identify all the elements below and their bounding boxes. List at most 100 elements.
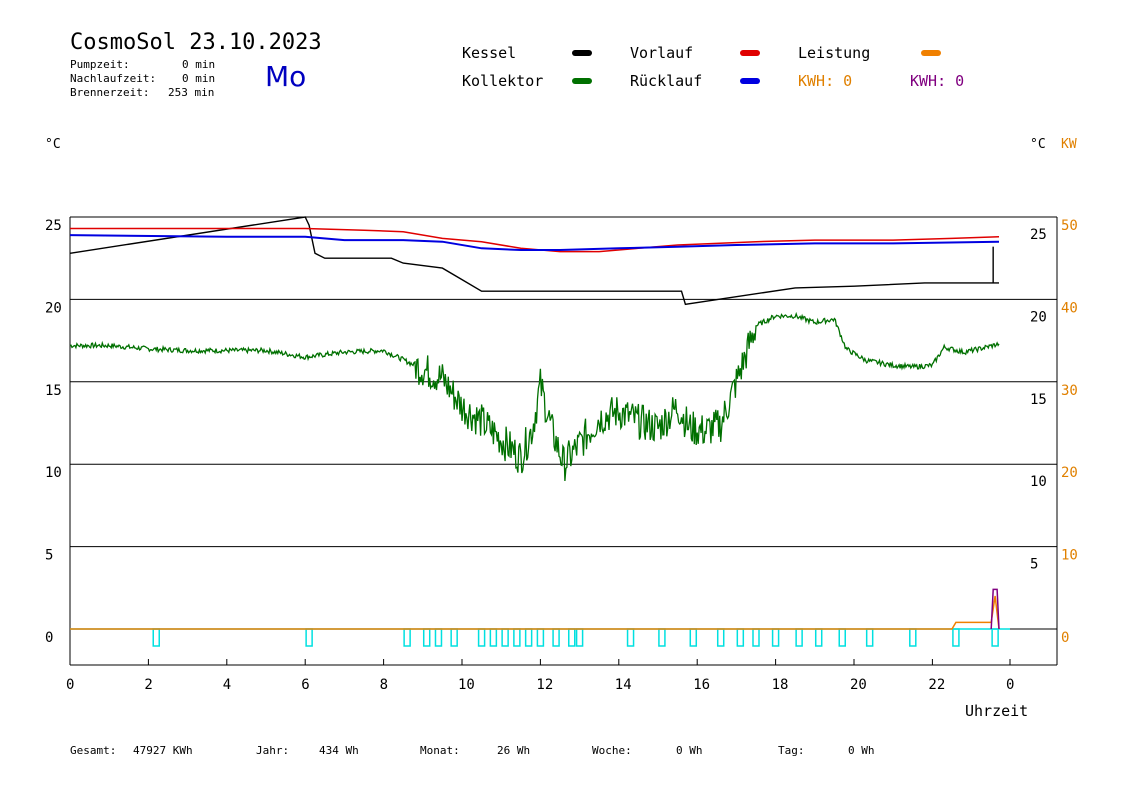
series-line-leistung: [70, 595, 1000, 630]
pump-pulse: [305, 628, 313, 647]
legend-kessel-label: Kessel: [462, 44, 517, 62]
left-tick-label: 25: [45, 218, 62, 234]
right-kw-tick-label: 30: [1061, 383, 1078, 399]
x-tick-label: 4: [223, 677, 231, 693]
legend-kessel-swatch: [572, 50, 592, 56]
legend-leistung-swatch: [921, 50, 941, 56]
left-tick-label: 15: [45, 383, 62, 399]
footer-tag-value: 0 Wh: [848, 744, 875, 757]
footer-monat-value: 26 Wh: [497, 744, 531, 757]
right-kw-tick-label: 50: [1061, 218, 1078, 234]
right-kw-tick-label: 40: [1061, 300, 1078, 316]
pump-pulse: [152, 628, 160, 647]
x-tick-label: 2: [144, 677, 152, 693]
legend-kollektor-label: Kollektor: [462, 72, 544, 90]
right-temp-tick-label: 15: [1030, 392, 1047, 408]
pump-pulse: [434, 628, 443, 647]
right-kw-tick-label: 10: [1061, 548, 1078, 564]
left-tick-label: 5: [45, 548, 53, 564]
pump-pulse: [795, 628, 803, 647]
x-tick-label: 22: [928, 677, 945, 693]
pump-pulse: [814, 628, 823, 647]
nachlaufzeit-label: Nachlaufzeit:: [70, 72, 157, 85]
legend-ruecklauf-label: Rücklauf: [630, 72, 703, 90]
right-temp-tick-label: 10: [1030, 474, 1047, 490]
pump-pulse: [752, 628, 760, 647]
legend-leistung-label: Leistung: [798, 44, 871, 62]
x-tick-label: 12: [536, 677, 553, 693]
x-tick-label: 8: [380, 677, 388, 693]
footer-jahr-label: Jahr:: [256, 744, 290, 757]
pump-pulse: [991, 628, 999, 647]
right-temp-tick-label: 5: [1030, 557, 1038, 573]
legend-kollektor-swatch: [572, 78, 592, 84]
left-tick-label: 10: [45, 465, 62, 481]
left-tick-label: 0: [45, 630, 53, 646]
left-tick-label: 20: [45, 300, 62, 316]
right-kw-tick-label: 20: [1061, 465, 1078, 481]
pump-pulse: [909, 628, 917, 647]
pump-pulse: [952, 628, 960, 647]
brennerzeit-label: Brennerzeit:: [70, 86, 150, 99]
pump-pulse: [513, 628, 521, 647]
x-tick-label: 14: [615, 677, 632, 693]
x-tick-label: 18: [772, 677, 789, 693]
x-tick-label: 0: [66, 677, 74, 693]
x-tick-label: 10: [458, 677, 475, 693]
pump-pulse: [838, 628, 846, 647]
series-line-kollektor: [69, 311, 1000, 482]
footer-woche-label: Woche:: [592, 744, 632, 757]
series-line-rcklauf: [69, 234, 1000, 251]
legend-kwh-orange: KWH: 0: [798, 72, 853, 90]
footer-tag-label: Tag:: [778, 744, 805, 757]
pump-pulse: [771, 628, 780, 647]
x-axis-label: Uhrzeit: [965, 702, 1029, 720]
right-kw-unit: KW: [1061, 137, 1077, 152]
x-tick-label: 20: [850, 677, 867, 693]
left-axis-unit: °C: [45, 137, 61, 152]
right-axis-unit: °C: [1030, 137, 1046, 152]
legend-vorlauf-label: Vorlauf: [630, 44, 694, 62]
pumpzeit-value: 0 min: [182, 58, 216, 71]
series-line-vorlauf: [70, 227, 1000, 253]
series-line-kessel: [69, 216, 999, 306]
legend-ruecklauf-swatch: [740, 78, 760, 84]
weekday-label: Mo: [265, 60, 307, 93]
chart-title: CosmoSol 23.10.2023: [70, 30, 322, 55]
x-tick-label: 16: [693, 677, 710, 693]
pump-pulse: [422, 628, 431, 647]
nachlaufzeit-value: 0 min: [182, 72, 216, 85]
legend-kwh-purple: KWH: 0: [910, 72, 965, 90]
pump-pulse: [575, 628, 584, 647]
right-temp-tick-label: 25: [1030, 227, 1047, 243]
brennerzeit-value: 253 min: [168, 86, 215, 99]
right-kw-tick-label: 0: [1061, 630, 1069, 646]
pump-pulse: [626, 628, 635, 647]
pump-pulse: [403, 628, 411, 647]
series-line-kwh: [990, 588, 1000, 630]
footer-gesamt-value: 47927 KWh: [133, 744, 193, 757]
pump-pulse: [736, 628, 745, 647]
pumpzeit-label: Pumpzeit:: [70, 58, 130, 71]
legend-vorlauf-swatch: [740, 50, 760, 56]
pump-pulse: [501, 628, 509, 647]
pump-pulse: [865, 628, 874, 647]
right-temp-tick-label: 20: [1030, 309, 1047, 325]
pump-pulse: [489, 628, 498, 647]
footer-woche-value: 0 Wh: [676, 744, 703, 757]
footer-jahr-value: 434 Wh: [319, 744, 359, 757]
pump-pulse: [450, 628, 458, 647]
footer-monat-label: Monat:: [420, 744, 460, 757]
pump-pulse: [552, 628, 560, 647]
x-tick-label: 0: [1006, 677, 1014, 693]
pump-pulse: [536, 628, 545, 647]
footer-gesamt-label: Gesamt:: [70, 744, 117, 757]
pump-pulse: [658, 628, 666, 647]
pump-pulse: [477, 628, 486, 647]
x-tick-label: 6: [301, 677, 309, 693]
pump-pulse: [716, 628, 725, 647]
pump-pulse: [689, 628, 698, 647]
pump-pulse: [568, 628, 576, 647]
pump-pulse: [524, 628, 533, 647]
